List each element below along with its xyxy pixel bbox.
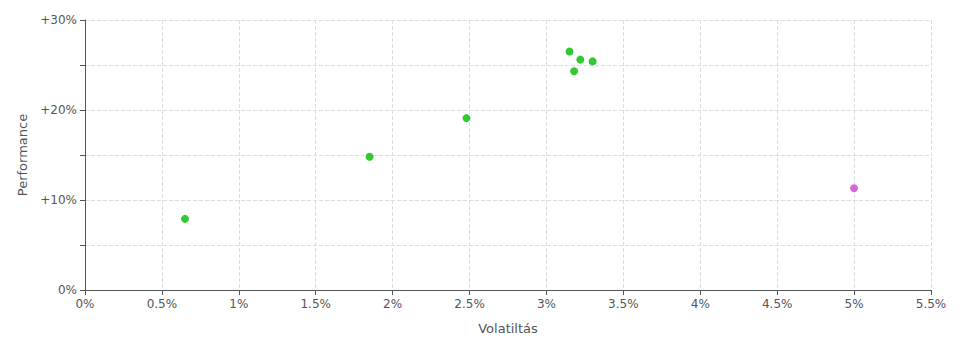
svg-text:4%: 4% bbox=[691, 297, 710, 311]
svg-text:0%: 0% bbox=[75, 297, 94, 311]
svg-text:1%: 1% bbox=[229, 297, 248, 311]
svg-text:5%: 5% bbox=[845, 297, 864, 311]
svg-text:0%: 0% bbox=[58, 283, 77, 297]
svg-text:+30%: +30% bbox=[40, 13, 77, 27]
svg-text:+10%: +10% bbox=[40, 193, 77, 207]
svg-text:3%: 3% bbox=[537, 297, 556, 311]
svg-text:3.5%: 3.5% bbox=[608, 297, 639, 311]
svg-text:4.5%: 4.5% bbox=[762, 297, 793, 311]
svg-text:Performance: Performance bbox=[15, 114, 30, 196]
svg-text:+20%: +20% bbox=[40, 103, 77, 117]
svg-text:5.5%: 5.5% bbox=[916, 297, 947, 311]
svg-text:2.5%: 2.5% bbox=[454, 297, 485, 311]
svg-text:2%: 2% bbox=[383, 297, 402, 311]
svg-text:0.5%: 0.5% bbox=[147, 297, 178, 311]
svg-text:1.5%: 1.5% bbox=[300, 297, 331, 311]
svg-text:Volatiltás: Volatiltás bbox=[478, 321, 538, 336]
